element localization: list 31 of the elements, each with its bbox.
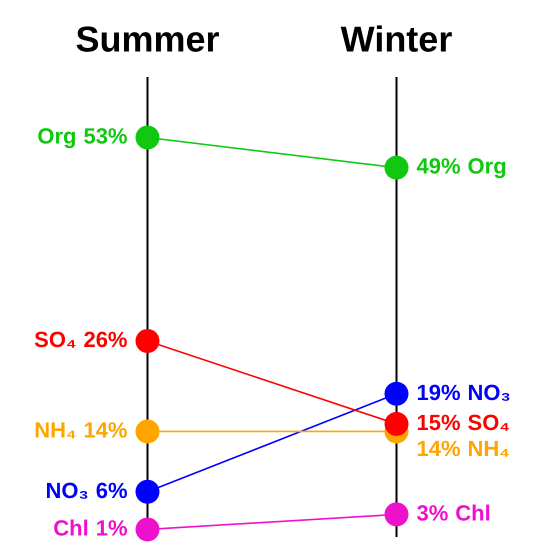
text: SO₄ (468, 410, 510, 435)
data-label: 15% (416, 410, 461, 435)
text: NH₄ (34, 418, 76, 443)
x-tick-label: Summer (75, 18, 220, 60)
text: NO₃ (46, 478, 89, 503)
text: Chl (53, 516, 89, 541)
data-label: 6% (96, 478, 128, 503)
text: Org (468, 154, 507, 179)
point (384, 502, 408, 526)
data-label: 1% (96, 516, 128, 541)
point (136, 126, 160, 150)
point (136, 480, 160, 504)
text: Org (37, 124, 76, 149)
point (136, 517, 160, 542)
point (384, 412, 408, 436)
point (136, 419, 160, 444)
data-label: 14% (416, 436, 461, 461)
data-label: 53% (83, 124, 128, 149)
point (384, 156, 408, 180)
data-label: 49% (416, 154, 461, 179)
text: Chl (455, 500, 491, 526)
data-label: 3% (416, 500, 448, 526)
data-label: 26% (83, 327, 128, 352)
x-tick-label: Winter (340, 18, 452, 60)
data-label: 14% (83, 418, 128, 443)
data-label: 19% (416, 380, 461, 405)
point (136, 329, 160, 354)
text: SO₄ (34, 327, 76, 352)
text: NO₃ (468, 380, 511, 405)
text: NH₄ (468, 436, 510, 461)
point (384, 382, 408, 406)
